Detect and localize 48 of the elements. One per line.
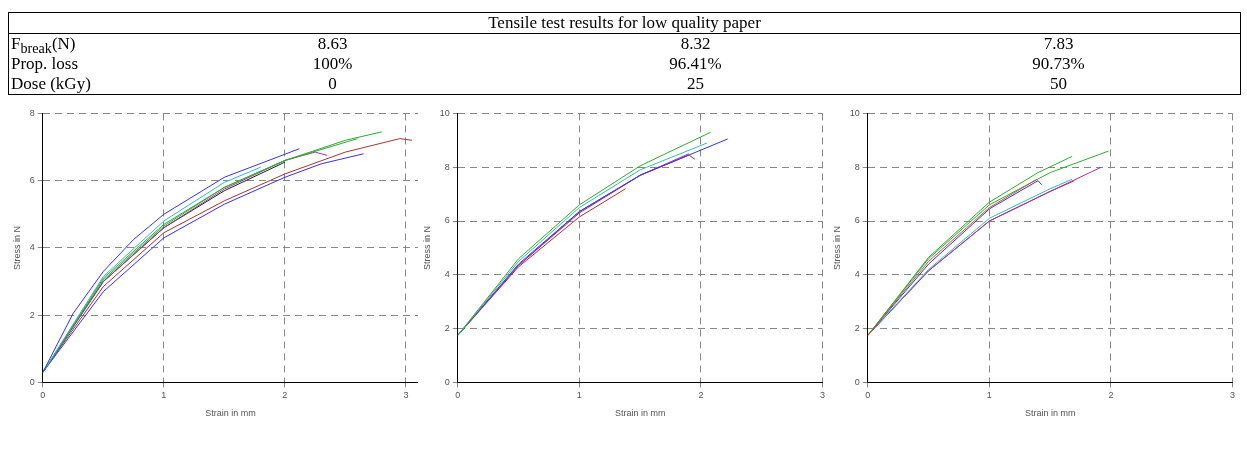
text: 100% bbox=[312, 54, 353, 73]
text: Dose (kGy) bbox=[11, 74, 91, 93]
text: 7.83 bbox=[1043, 34, 1074, 53]
x-tick-label: 0 bbox=[455, 390, 461, 401]
y-axis-title: Stress in N bbox=[421, 225, 432, 270]
y-tick-label: 2 bbox=[444, 323, 450, 334]
text: 96.41% bbox=[669, 54, 722, 73]
y-tick-label: 0 bbox=[854, 376, 860, 387]
text: 0 bbox=[328, 74, 337, 93]
x-tick-label: 3 bbox=[1229, 390, 1236, 401]
y-axis-title: Stress in N bbox=[11, 225, 22, 270]
text: F$_{break}$(N) bbox=[11, 34, 76, 57]
x-tick-label: 2 bbox=[282, 390, 288, 401]
y-tick-label: 10 bbox=[439, 107, 450, 118]
x-tick-label: 2 bbox=[1108, 390, 1114, 401]
x-tick-label: 3 bbox=[819, 390, 826, 401]
x-tick-label: 2 bbox=[698, 390, 704, 401]
y-tick-label: 8 bbox=[854, 161, 860, 172]
y-tick-label: 6 bbox=[29, 175, 35, 186]
text: 8.32 bbox=[680, 34, 711, 53]
x-axis-title: Strain in mm bbox=[205, 408, 256, 419]
x-axis-title: Strain in mm bbox=[614, 408, 666, 419]
y-tick-label: 4 bbox=[444, 269, 450, 280]
x-axis-title: Strain in mm bbox=[1024, 408, 1076, 419]
y-tick-label: 10 bbox=[849, 107, 860, 118]
y-tick-label: 8 bbox=[444, 161, 450, 172]
text: 50 bbox=[1050, 74, 1067, 93]
y-tick-label: 4 bbox=[854, 269, 860, 280]
y-tick-label: 6 bbox=[854, 215, 860, 226]
y-tick-label: 0 bbox=[29, 376, 35, 387]
x-tick-label: 1 bbox=[161, 390, 167, 401]
text: Prop. loss bbox=[11, 54, 79, 73]
y-tick-label: 4 bbox=[29, 242, 35, 253]
x-tick-label: 0 bbox=[865, 390, 871, 401]
text: Tensile test results for low quality paper bbox=[9, 13, 1240, 34]
x-tick-label: 0 bbox=[40, 390, 46, 401]
text: 25 bbox=[687, 74, 704, 93]
x-tick-label: 3 bbox=[403, 390, 409, 401]
y-tick-label: 2 bbox=[29, 309, 35, 320]
y-tick-label: 2 bbox=[854, 323, 860, 334]
text: 8.63 bbox=[317, 34, 348, 53]
y-tick-label: 8 bbox=[29, 107, 35, 118]
y-axis-title: Stress in N bbox=[831, 225, 842, 270]
y-tick-label: 6 bbox=[444, 215, 450, 226]
x-tick-label: 1 bbox=[576, 390, 582, 401]
text: 90.73% bbox=[1032, 54, 1085, 73]
y-tick-label: 0 bbox=[444, 376, 450, 387]
x-tick-label: 1 bbox=[986, 390, 992, 401]
